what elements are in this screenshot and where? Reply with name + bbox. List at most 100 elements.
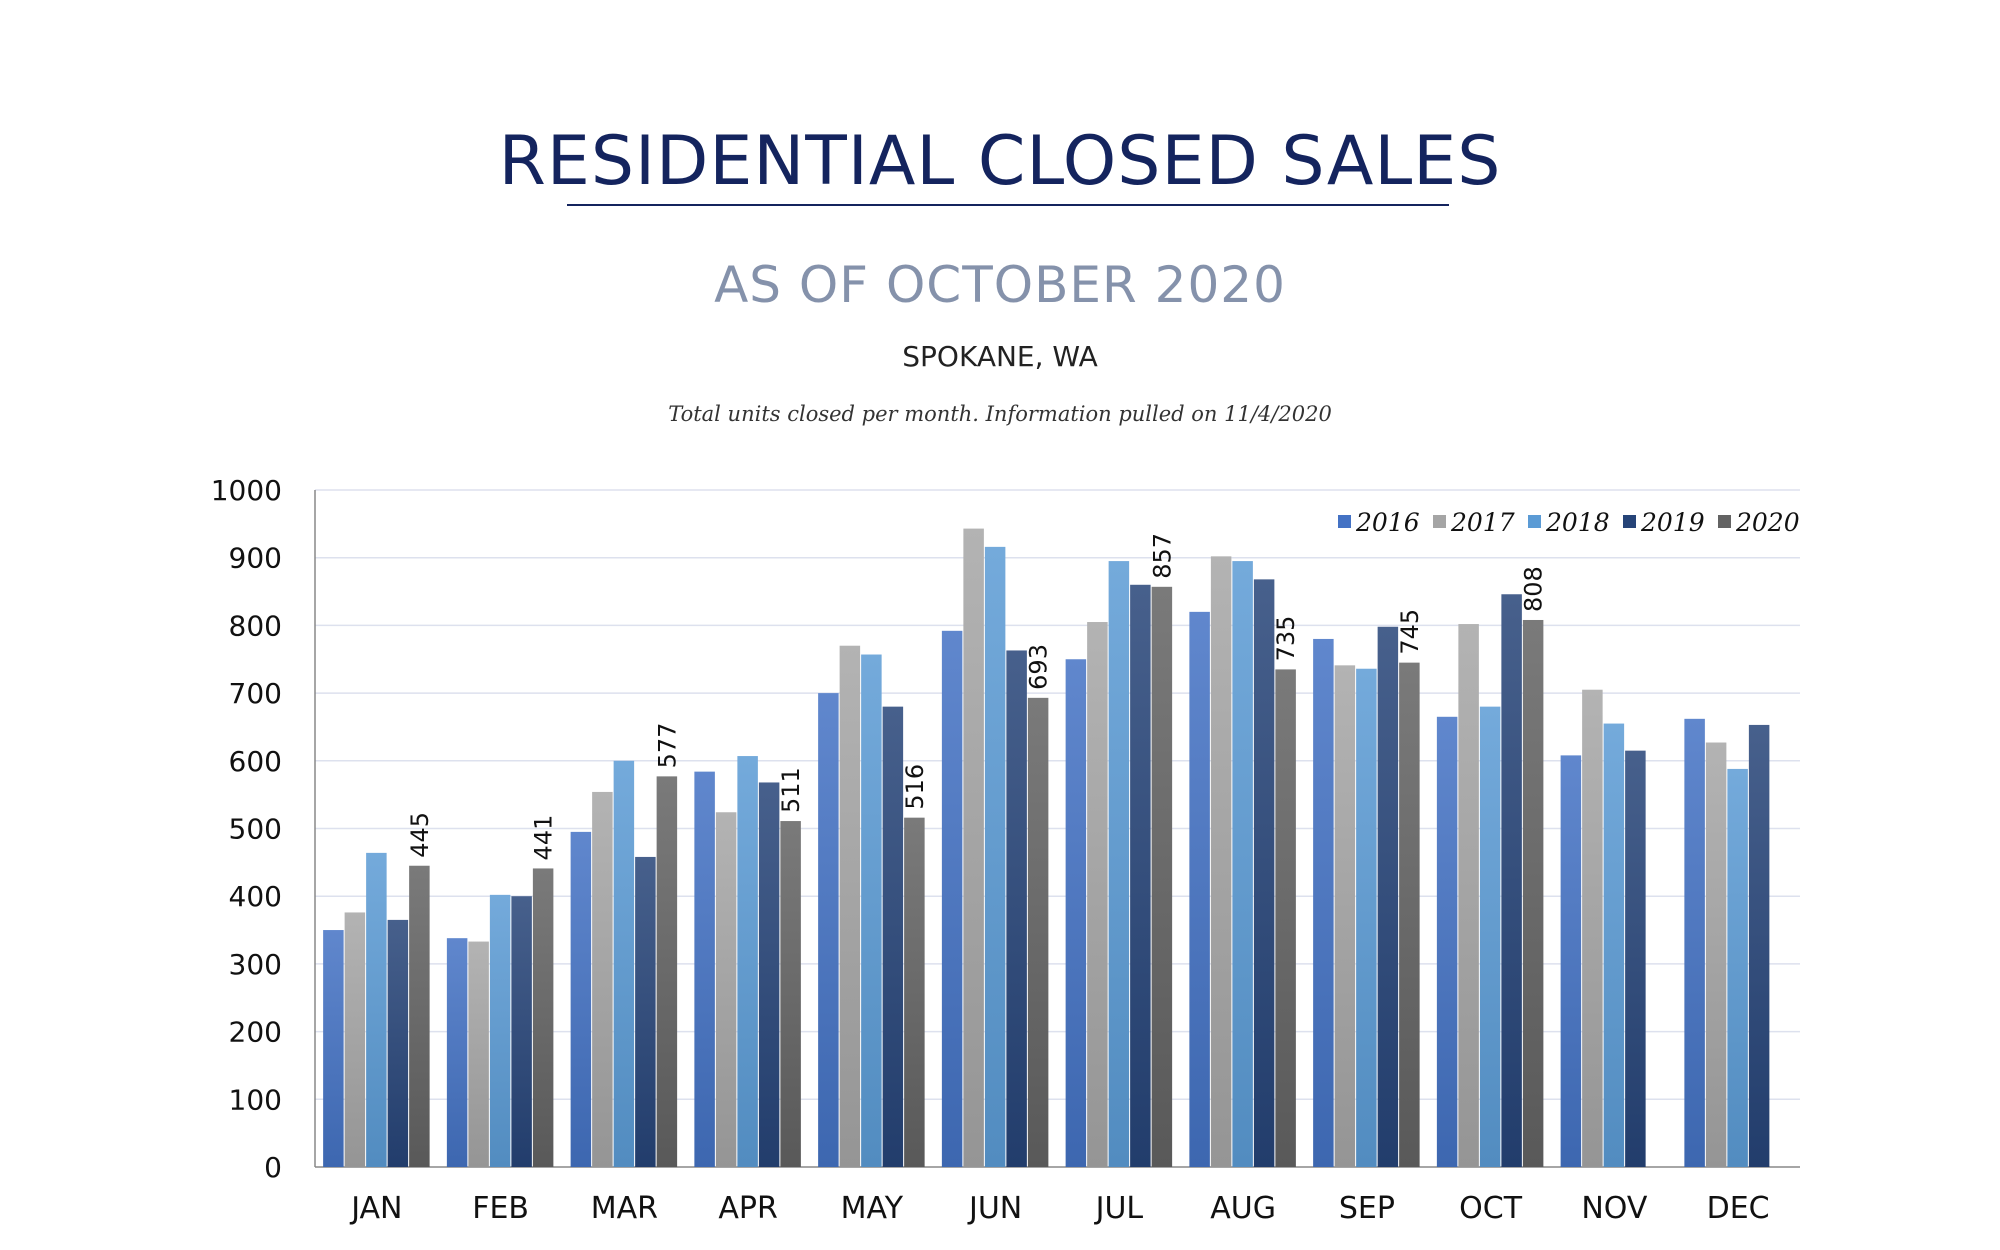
bar-2017-jan [344,912,366,1167]
bar-2020-oct [1522,619,1544,1167]
x-tick-label: AUG [1210,1191,1276,1226]
data-label: 745 [1396,609,1424,655]
y-tick-label: 200 [229,1016,282,1049]
bar-2016-jan [323,930,344,1167]
bar-2016-nov [1560,755,1582,1167]
data-label: 808 [1520,566,1548,612]
data-label: 441 [530,815,558,861]
bar-2018-jul [1108,561,1130,1167]
bar-2019-nov [1625,750,1646,1167]
bar-2018-dec [1727,768,1748,1167]
bar-2019-mar [635,856,656,1167]
bar-2017-apr [715,812,737,1167]
chart-subtitle: AS OF OCTOBER 2020 [714,256,1286,314]
bar-2016-feb [446,938,468,1167]
bar-2018-aug [1232,561,1253,1167]
bar-2019-oct [1501,594,1522,1167]
data-label: 693 [1025,644,1053,690]
legend-label-2020: 2020 [1735,508,1800,537]
bar-2017-dec [1705,742,1727,1167]
y-tick-label: 900 [229,542,282,575]
y-tick-label: 0 [264,1151,282,1184]
bar-2017-oct [1458,624,1479,1167]
bar-2018-oct [1479,706,1501,1167]
legend-swatch-2018 [1528,515,1541,528]
bar-2017-mar [592,791,613,1167]
bar-2020-feb [532,868,554,1167]
bar-2019-may [882,706,904,1167]
bar-2020-sep [1399,662,1420,1167]
bar-2019-aug [1253,579,1275,1167]
y-tick-label: 100 [229,1083,282,1116]
bar-2016-sep [1313,638,1334,1167]
data-label: 511 [777,767,805,813]
legend-label-2017: 2017 [1450,508,1515,537]
bar-2017-nov [1582,689,1603,1167]
x-tick-label: NOV [1581,1191,1648,1226]
bar-2020-jun [1027,697,1049,1167]
y-tick-label: 300 [229,948,282,981]
x-tick-label: MAR [591,1191,658,1226]
bar-2018-may [861,654,882,1167]
bar-2018-mar [613,760,635,1167]
x-tick-label: JUL [1094,1191,1144,1226]
bar-2018-jun [984,546,1006,1167]
x-tick-label: MAY [841,1191,904,1226]
bar-2016-jun [941,630,963,1167]
legend-swatch-2017 [1433,515,1446,528]
bar-2020-jul [1151,586,1173,1167]
chart-title: RESIDENTIAL CLOSED SALES [498,122,1502,201]
bar-2019-jan [387,919,409,1167]
y-tick-label: 600 [229,745,282,778]
legend-label-2019: 2019 [1640,508,1705,537]
legend-label-2016: 2016 [1355,508,1420,537]
bar-2019-feb [511,896,532,1167]
x-tick-label: OCT [1459,1191,1523,1226]
bar-2020-apr [780,821,801,1167]
data-label: 735 [1272,616,1300,662]
bar-2016-may [818,693,839,1167]
location-label: SPOKANE, WA [902,340,1098,373]
bar-2020-jan [409,865,430,1167]
bar-2016-jul [1065,659,1087,1167]
bar-2017-may [839,645,861,1167]
y-tick-label: 1000 [211,474,282,507]
bar-2018-nov [1603,723,1625,1167]
data-label: 577 [653,723,681,769]
bar-2016-apr [694,771,715,1167]
bar-2019-jun [1006,650,1027,1167]
y-tick-label: 700 [229,677,282,710]
x-tick-label: DEC [1707,1191,1770,1226]
legend-swatch-2020 [1718,515,1731,528]
bar-2017-sep [1334,665,1356,1167]
legend-label-2018: 2018 [1545,508,1610,537]
bar-2017-jul [1087,622,1108,1167]
bar-2020-may [904,817,925,1167]
bar-2018-apr [737,756,758,1167]
x-tick-label: JUN [967,1191,1022,1226]
bar-2019-sep [1377,626,1399,1167]
y-tick-label: 400 [229,880,282,913]
legend-swatch-2019 [1623,515,1636,528]
legend-swatch-2016 [1338,515,1351,528]
bar-2016-aug [1189,611,1210,1167]
data-label: 857 [1148,533,1176,579]
bar-2017-jun [963,528,984,1167]
bar-2020-aug [1275,669,1296,1167]
x-tick-label: JAN [349,1191,402,1226]
y-tick-label: 500 [229,813,282,846]
y-tick-label: 800 [229,609,282,642]
chart-note: Total units closed per month. Informatio… [668,402,1332,426]
bar-2018-feb [489,894,511,1167]
bar-2019-apr [758,782,780,1167]
bar-2017-aug [1210,556,1232,1167]
x-tick-label: FEB [472,1191,529,1226]
bar-2018-sep [1356,668,1377,1167]
bar-2017-feb [468,941,489,1167]
data-label: 445 [406,812,434,858]
bar-2019-jul [1130,584,1151,1167]
x-tick-label: SEP [1339,1191,1395,1226]
title-underline [567,204,1449,206]
bar-2020-mar [656,776,678,1167]
